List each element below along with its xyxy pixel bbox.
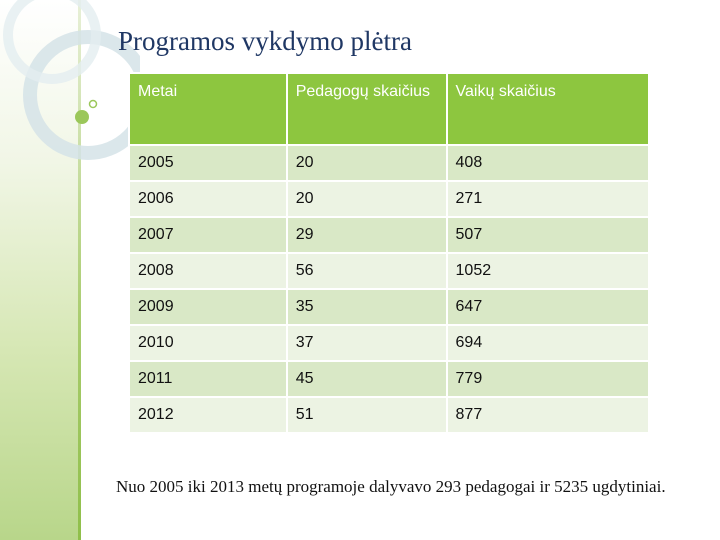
cell-year: 2007: [128, 216, 288, 254]
decorative-divider-line: [78, 0, 81, 540]
cell-year: 2005: [128, 144, 288, 182]
table-row: 2008 56 1052: [128, 252, 651, 290]
page-title: Programos vykdymo plėtra: [118, 26, 412, 56]
cell-teachers: 20: [285, 144, 448, 182]
table-row: 2010 37 694: [128, 324, 651, 362]
cell-teachers: 29: [285, 216, 448, 254]
cell-teachers: 56: [285, 252, 448, 290]
header-cell-children: Vaikų skaičius: [445, 72, 651, 146]
cell-children: 877: [445, 396, 651, 434]
cell-children: 1052: [445, 252, 651, 290]
cell-children: 779: [445, 360, 651, 398]
decorative-side-band: [0, 0, 80, 540]
cell-year: 2010: [128, 324, 288, 362]
cell-children: 271: [445, 180, 651, 218]
summary-text: Nuo 2005 iki 2013 metų programoje dalyva…: [116, 477, 666, 496]
header-cell-year: Metai: [128, 72, 288, 146]
table-row: 2005 20 408: [128, 144, 651, 182]
cell-children: 408: [445, 144, 651, 182]
cell-year: 2008: [128, 252, 288, 290]
cell-teachers: 51: [285, 396, 448, 434]
decorative-circles: [3, 0, 140, 160]
cell-teachers: 35: [285, 288, 448, 326]
table-row: 2007 29 507: [128, 216, 651, 254]
header-cell-teachers: Pedagogų skaičius: [285, 72, 448, 146]
table-row: 2012 51 877: [128, 396, 651, 434]
table-row: 2006 20 271: [128, 180, 651, 218]
cell-year: 2009: [128, 288, 288, 326]
cell-year: 2011: [128, 360, 288, 398]
table-row: 2011 45 779: [128, 360, 651, 398]
table-row: 2009 35 647: [128, 288, 651, 326]
cell-teachers: 45: [285, 360, 448, 398]
cell-children: 507: [445, 216, 651, 254]
cell-teachers: 37: [285, 324, 448, 362]
cell-year: 2006: [128, 180, 288, 218]
table-header-row: Metai Pedagogų skaičius Vaikų skaičius: [128, 72, 651, 146]
cell-teachers: 20: [285, 180, 448, 218]
cell-children: 694: [445, 324, 651, 362]
data-table: Metai Pedagogų skaičius Vaikų skaičius 2…: [128, 72, 651, 434]
cell-children: 647: [445, 288, 651, 326]
cell-year: 2012: [128, 396, 288, 434]
